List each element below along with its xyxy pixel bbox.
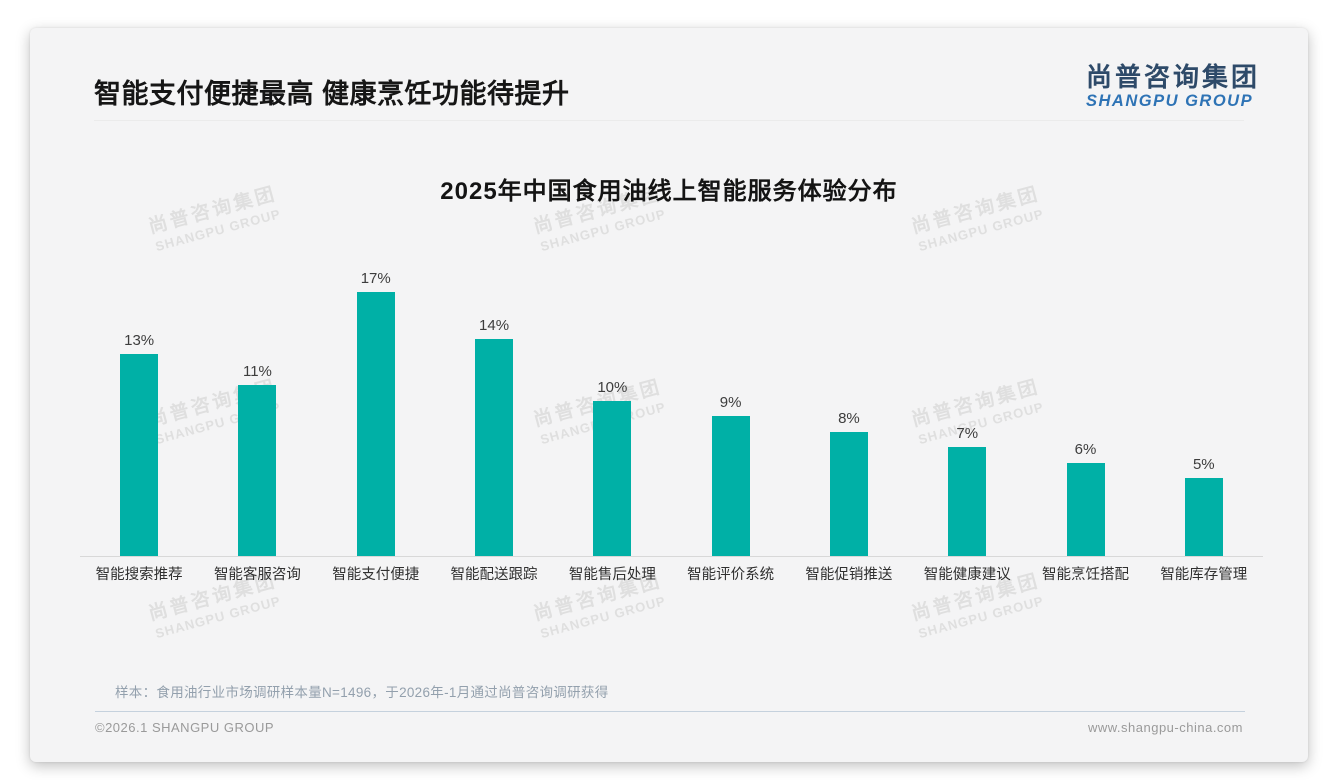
bar-value-label: 17% (360, 270, 391, 287)
category-label: 智能烹饪搭配 (1042, 567, 1130, 583)
chart-title: 2025年中国食用油线上智能服务体验分布 (440, 178, 898, 205)
category-label: 智能促销推送 (805, 567, 893, 583)
page-title: 智能支付便捷最高 健康烹饪功能待提升 (94, 79, 570, 109)
bar (829, 432, 868, 556)
watermark-english-text: SHANGPU GROUP (916, 592, 1046, 641)
bar (238, 385, 277, 556)
x-axis-labels: 智能搜索推荐 智能客服咨询 智能支付便捷 智能配送跟踪 智能售后处理 智能评价系统 智能促销… (80, 563, 1263, 584)
footer-copyright: ©2026.1 SHANGPU GROUP (95, 720, 275, 735)
watermark-english-text: SHANGPU GROUP (916, 205, 1046, 254)
logo-english-name: SHANGPU GROUP (1086, 92, 1254, 111)
bar (120, 354, 159, 556)
sample-note: 样本：食用油行业市场调研样本量N=1496，于2026年-1月通过尚普咨询调研获… (115, 685, 609, 700)
bar-column: 8% (790, 410, 908, 556)
watermark-english-text: SHANGPU GROUP (538, 205, 668, 254)
bar-value-label: 5% (1192, 456, 1215, 473)
bar-chart-plot-area: 13% 11% 17% 14% 10% 9% 8% 7% 6% 5% (80, 256, 1263, 557)
bar (1184, 478, 1223, 556)
bar-column: 7% (908, 425, 1026, 556)
category-label: 智能支付便捷 (332, 567, 420, 583)
bar-column: 14% (435, 317, 553, 556)
category-label: 智能评价系统 (687, 567, 775, 583)
bar (356, 292, 395, 556)
bar-value-label: 7% (956, 425, 979, 442)
bar-value-label: 14% (479, 317, 510, 334)
category-label: 智能售后处理 (568, 567, 656, 583)
footer-website: www.shangpu-china.com (1087, 720, 1243, 735)
bar-column: 11% (198, 363, 316, 556)
category-label: 智能库存管理 (1160, 567, 1248, 583)
bar-column: 10% (553, 379, 671, 556)
bar (711, 416, 750, 556)
footer-divider (95, 711, 1245, 712)
header-divider (94, 120, 1244, 121)
watermark-english-text: SHANGPU GROUP (538, 592, 668, 641)
bar (1066, 463, 1105, 556)
logo-chinese-name: 尚普咨询集团 (1086, 62, 1261, 92)
bar-value-label: 10% (597, 379, 628, 396)
bar-value-label: 13% (124, 332, 155, 349)
slide-card: 智能支付便捷最高 健康烹饪功能待提升 尚普咨询集团 SHANGPU GROUP … (30, 28, 1308, 762)
category-label: 智能客服咨询 (213, 567, 301, 583)
bar (593, 401, 632, 556)
category-label: 智能配送跟踪 (450, 567, 538, 583)
bar-column: 5% (1145, 456, 1263, 556)
bar-value-label: 9% (719, 394, 742, 411)
bar-column: 17% (317, 270, 435, 556)
category-label: 智能健康建议 (923, 567, 1011, 583)
bar (475, 339, 514, 556)
category-label: 智能搜索推荐 (95, 567, 183, 583)
bar-column: 9% (671, 394, 789, 556)
watermark-english-text: SHANGPU GROUP (153, 592, 283, 641)
watermark-english-text: SHANGPU GROUP (153, 205, 283, 254)
bar-value-label: 8% (838, 410, 860, 427)
bar (948, 447, 987, 556)
bar-value-label: 11% (242, 363, 272, 380)
bar-column: 13% (80, 332, 198, 556)
bar-value-label: 6% (1074, 441, 1097, 458)
company-logo: 尚普咨询集团 SHANGPU GROUP (1086, 62, 1261, 111)
bar-column: 6% (1026, 441, 1144, 556)
